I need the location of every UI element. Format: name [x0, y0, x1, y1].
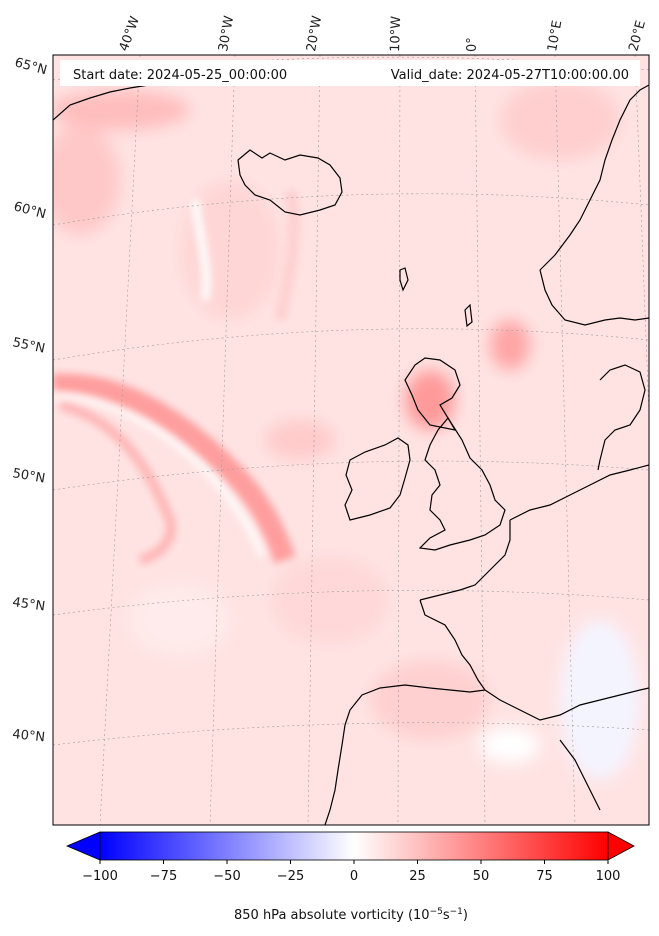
lon-label-10e: 10°E	[545, 19, 565, 52]
continent-north-coast	[509, 464, 649, 521]
norway-coast	[539, 84, 649, 271]
colorbar-tick-label: −50	[213, 869, 240, 884]
colorbar-tick-label: 25	[409, 869, 426, 884]
start-date-label: Start date: 2024-05-25_00:00:00	[73, 68, 287, 83]
meridian-20w	[307, 55, 321, 825]
great-britain-coast	[418, 416, 506, 551]
vorticity-band	[53, 188, 301, 565]
meridian-10w	[397, 55, 401, 825]
scotland-coast	[404, 357, 461, 431]
italy-coast	[559, 739, 601, 811]
lon-label-20w: 20°W	[304, 15, 325, 53]
shetland-islands	[464, 303, 473, 328]
longitude-labels: 40°W 30°W 20°W 10°W 0° 10°E 20°E	[117, 14, 649, 53]
colorbar-tick-label: 50	[473, 869, 490, 884]
south-norway-coast	[539, 269, 649, 326]
map-frame	[52, 54, 650, 826]
iberia-west-coast	[324, 709, 351, 825]
lat-label-45n: 45°N	[11, 595, 46, 614]
meridian-30w	[209, 55, 236, 825]
colorbar-ticks: −100 −75 −50 −25 0 25 50 75 100	[82, 860, 620, 884]
lat-label-40n: 40°N	[12, 727, 46, 745]
latitude-labels: 65°N 60°N 55°N 50°N 45°N 40°N	[11, 55, 48, 745]
meridian-10e	[554, 55, 576, 825]
brittany-biscay-coast	[419, 599, 486, 691]
lon-label-0: 0°	[465, 37, 480, 52]
colorbar-tick-label: 0	[350, 869, 358, 884]
ireland-coast	[344, 437, 411, 521]
mediterranean-coast	[484, 687, 649, 721]
colorbar-extend-high	[607, 831, 635, 861]
graticule	[53, 55, 649, 825]
colorbar-label-exp2: −1	[450, 907, 463, 917]
colorbar-label-main: 850 hPa absolute vorticity (10	[234, 908, 430, 923]
map-panel: Start date: 2024-05-25_00:00:00 Valid_da…	[53, 55, 649, 825]
lat-label-65n: 65°N	[13, 55, 49, 78]
colorbar-label-end: )	[463, 908, 468, 923]
france-coast	[419, 520, 511, 601]
colorbar-tick-label: 75	[536, 869, 553, 884]
colorbar-tick-label: −100	[82, 869, 118, 884]
colorbar: −100 −75 −50 −25 0 25 50 75 100 850 hPa absolute…	[65, 831, 635, 923]
header-box	[60, 60, 640, 86]
lat-label-60n: 60°N	[12, 199, 48, 222]
colorbar-tick-label: −25	[277, 869, 304, 884]
colorbar-extend-low	[65, 831, 101, 861]
colorbar-label: 850 hPa absolute vorticity (10−5s−1)	[234, 907, 468, 923]
denmark-coast	[597, 364, 646, 471]
faroe-islands	[399, 267, 409, 292]
colorbar-label-exp1: −5	[430, 907, 443, 917]
lon-label-40w: 40°W	[117, 14, 143, 53]
lon-label-10w: 10°W	[388, 16, 404, 53]
coastlines	[53, 81, 649, 825]
iceland-coast	[237, 149, 343, 216]
colorbar-tick-label: 100	[596, 869, 621, 884]
lon-label-20e: 20°E	[626, 19, 649, 53]
vorticity-field-background	[53, 55, 649, 825]
lat-label-55n: 55°N	[11, 335, 46, 356]
colorbar-gradient	[99, 831, 609, 861]
iberia-north-coast	[349, 684, 486, 711]
meridian-40w	[99, 55, 141, 825]
colorbar-label-mid: s	[443, 908, 450, 923]
valid-date-label: Valid_date: 2024-05-27T10:00:00.00	[391, 68, 629, 83]
lon-label-30w: 30°W	[216, 15, 237, 53]
meridian-0	[474, 55, 486, 825]
lat-label-50n: 50°N	[11, 466, 46, 486]
colorbar-tick-label: −75	[150, 869, 177, 884]
